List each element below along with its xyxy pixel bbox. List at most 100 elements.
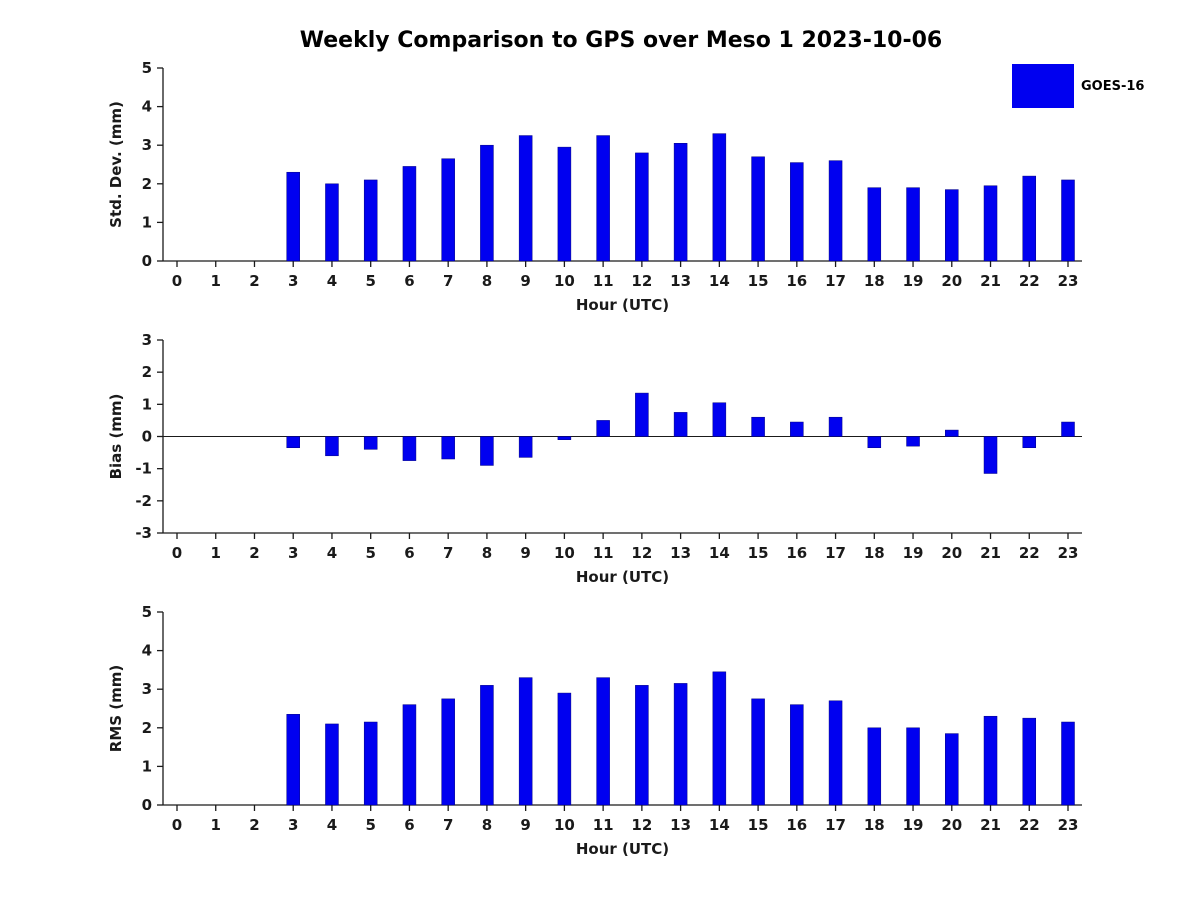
legend: GOES-16: [1012, 64, 1144, 108]
bar-hour-21: [983, 715, 998, 806]
bar-hour-12: [635, 152, 649, 262]
x-tick-label: 2: [249, 544, 259, 562]
x-tick-label: 22: [1019, 272, 1040, 290]
bar-hour-6: [402, 704, 417, 806]
y-axis-label: RMS (mm): [107, 665, 125, 752]
x-tick-label: 21: [980, 272, 1001, 290]
x-tick-label: 22: [1019, 816, 1040, 834]
bar-hour-12: [635, 685, 649, 806]
bar-hour-12: [635, 392, 649, 437]
x-tick-label: 17: [825, 816, 846, 834]
bar-hour-23: [1061, 421, 1075, 437]
bar-hour-6: [402, 166, 417, 262]
x-tick-label: 20: [941, 272, 962, 290]
bar-hour-13: [673, 412, 688, 437]
x-tick-label: 11: [593, 544, 614, 562]
y-tick-label: 2: [142, 363, 152, 381]
x-tick-label: 0: [172, 272, 182, 290]
bar-hour-9: [518, 677, 533, 806]
bar-hour-3: [286, 171, 300, 262]
x-tick-label: 12: [631, 816, 652, 834]
bar-hour-7: [441, 158, 455, 262]
x-tick-label: 15: [748, 544, 769, 562]
x-tick-label: 21: [980, 816, 1001, 834]
x-tick-label: 22: [1019, 544, 1040, 562]
x-tick-label: 18: [864, 544, 885, 562]
x-tick-label: 8: [482, 272, 492, 290]
x-tick-label: 10: [554, 272, 575, 290]
x-tick-label: 6: [404, 272, 414, 290]
bar-hour-18: [867, 187, 882, 262]
x-tick-label: 3: [288, 272, 298, 290]
bar-hour-20: [945, 733, 959, 806]
x-tick-label: 23: [1058, 544, 1079, 562]
bar-hour-20: [945, 189, 959, 262]
y-tick-label: 0: [142, 428, 152, 446]
bar-hour-16: [790, 162, 804, 262]
x-tick-label: 7: [443, 816, 453, 834]
x-axis-label: Hour (UTC): [576, 568, 669, 586]
bar-hour-18: [867, 436, 882, 449]
bar-hour-22: [1022, 436, 1037, 449]
bar-hour-4: [325, 183, 339, 262]
bar-hour-23: [1061, 721, 1075, 806]
chart-title: Weekly Comparison to GPS over Meso 1 202…: [299, 28, 943, 53]
x-tick-label: 6: [404, 544, 414, 562]
bar-hour-5: [363, 436, 378, 450]
bar-hour-4: [325, 723, 339, 806]
bar-hour-6: [402, 436, 417, 461]
bar-hour-10: [557, 436, 572, 440]
bar-hour-10: [557, 146, 572, 262]
bar-hour-17: [828, 160, 843, 262]
bar-hour-5: [363, 179, 378, 262]
y-tick-label: 2: [142, 175, 152, 193]
bar-hour-13: [673, 143, 688, 262]
y-tick-label: 2: [142, 719, 152, 737]
y-tick-label: 0: [142, 796, 152, 814]
x-tick-label: 3: [288, 816, 298, 834]
bar-hour-3: [286, 436, 300, 449]
y-tick-label: 3: [142, 680, 152, 698]
x-tick-label: 1: [211, 272, 221, 290]
x-tick-label: 17: [825, 544, 846, 562]
x-tick-label: 0: [172, 544, 182, 562]
bar-hour-19: [906, 187, 920, 262]
x-tick-label: 14: [709, 272, 730, 290]
bar-hour-18: [867, 727, 882, 806]
bar-hour-11: [596, 677, 610, 806]
x-tick-label: 18: [864, 272, 885, 290]
x-tick-label: 14: [709, 544, 730, 562]
x-tick-label: 5: [365, 272, 375, 290]
x-axis-label: Hour (UTC): [576, 840, 669, 858]
x-tick-label: 16: [786, 544, 807, 562]
y-tick-label: 1: [142, 395, 152, 413]
x-tick-label: 19: [903, 816, 924, 834]
bar-hour-19: [906, 436, 920, 447]
y-tick-label: 1: [142, 213, 152, 231]
x-tick-label: 5: [365, 544, 375, 562]
bar-hour-11: [596, 420, 610, 437]
x-tick-label: 7: [443, 272, 453, 290]
x-tick-label: 3: [288, 544, 298, 562]
x-tick-label: 10: [554, 816, 575, 834]
bar-hour-22: [1022, 717, 1037, 806]
x-tick-label: 15: [748, 272, 769, 290]
bar-hour-4: [325, 436, 339, 457]
x-tick-label: 16: [786, 816, 807, 834]
x-tick-label: 17: [825, 272, 846, 290]
x-tick-label: 2: [249, 816, 259, 834]
x-tick-label: 23: [1058, 816, 1079, 834]
x-tick-label: 20: [941, 544, 962, 562]
legend-label: GOES-16: [1081, 78, 1145, 94]
x-axis-label: Hour (UTC): [576, 296, 669, 314]
bar-hour-21: [983, 436, 998, 474]
x-tick-label: 4: [327, 544, 337, 562]
bar-hour-14: [712, 133, 727, 262]
x-tick-label: 18: [864, 816, 885, 834]
bar-hour-21: [983, 185, 998, 262]
y-tick-label: -3: [135, 524, 152, 542]
bar-hour-17: [828, 700, 843, 806]
bar-hour-17: [828, 416, 843, 437]
